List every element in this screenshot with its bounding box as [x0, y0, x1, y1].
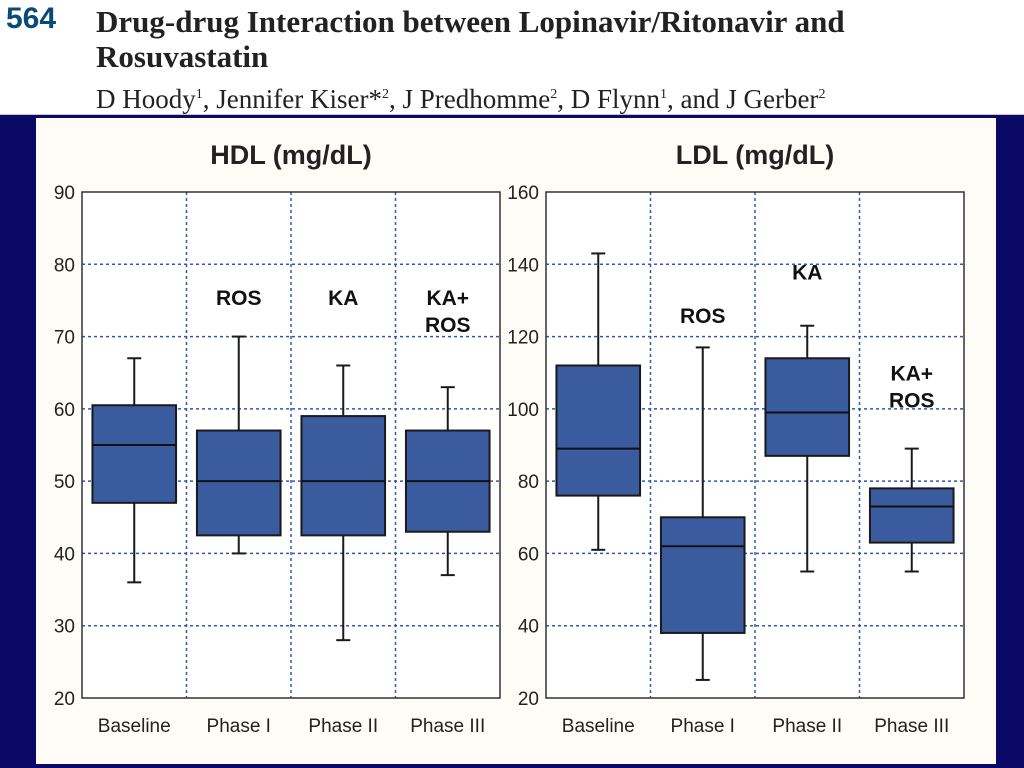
y-tick-label: 40 [54, 544, 75, 565]
x-tick-label: Phase I [207, 716, 271, 737]
y-tick-label: 30 [54, 617, 75, 638]
y-tick-label: 80 [54, 255, 75, 276]
author-affiliation: 1 [659, 87, 667, 102]
author-separator: , [557, 84, 571, 114]
author-affiliation: 2 [381, 87, 389, 102]
annotation-label: ROS [216, 287, 262, 310]
box-iqr [555, 364, 642, 497]
y-tick-label: 160 [507, 183, 539, 204]
box-iqr [868, 487, 955, 544]
annotation-label: ROS [680, 305, 726, 328]
box-iqr [659, 516, 746, 634]
box-iqr [300, 415, 387, 537]
boxplot-figure: HDL (mg/dL) 20 30 40 50 60 70 80 90 Baseline Phase… [54, 140, 965, 737]
x-tick-label: Baseline [562, 716, 635, 737]
author-affiliation: 1 [195, 87, 203, 102]
author-separator: , [388, 84, 403, 114]
author-name: J Predhomme [402, 84, 551, 114]
y-tick-label: 90 [54, 183, 75, 204]
y-tick-label: 100 [507, 400, 539, 421]
header: 564 Drug-drug Interaction between Lopina… [0, 0, 1024, 115]
y-tick-label: 140 [507, 255, 539, 276]
author-separator: , [202, 84, 217, 114]
author-list: D Hoody1, Jennifer Kiser*2, J Predhomme2… [96, 80, 1016, 114]
annotation-label: KA [328, 287, 358, 310]
y-tick-label: 50 [54, 472, 75, 493]
author-separator: , and [666, 84, 727, 114]
x-tick-label: Baseline [98, 716, 171, 737]
y-tick-label: 40 [518, 617, 539, 638]
x-tick-label: Phase III [410, 716, 485, 737]
x-tick-label: Phase III [874, 716, 949, 737]
author-name: Jennifer Kiser* [216, 84, 382, 114]
y-tick-label: 70 [54, 328, 75, 349]
box-iqr [764, 357, 851, 457]
x-tick-label: Phase II [772, 716, 842, 737]
y-tick-label: 20 [54, 689, 75, 710]
y-tick-label: 60 [54, 400, 75, 421]
y-tick-label: 60 [518, 544, 539, 565]
figure-panel: HDL (mg/dL) 20 30 40 50 60 70 80 90 Baseline Phase… [36, 118, 996, 764]
annotation-label: KA+ [426, 287, 469, 310]
chart-title: LDL (mg/dL) [676, 140, 834, 170]
author-affiliation: 2 [550, 87, 558, 102]
box-iqr [91, 404, 178, 504]
annotation-label: ROS [889, 390, 935, 413]
plot-frame [545, 191, 965, 699]
y-tick-label: 120 [507, 328, 539, 349]
page-title: Drug-drug Interaction between Lopinavir/… [96, 4, 845, 74]
author-name: J Gerber [726, 84, 819, 114]
author-name: D Hoody [96, 84, 196, 114]
chart-title: HDL (mg/dL) [210, 140, 371, 170]
annotation-label: ROS [425, 314, 471, 337]
x-tick-label: Phase II [308, 716, 378, 737]
annotation-label: KA+ [890, 363, 933, 386]
abstract-number: 564 [6, 2, 57, 35]
x-tick-label: Phase I [671, 716, 735, 737]
author-name: D Flynn [570, 84, 660, 114]
box-iqr [195, 429, 282, 537]
author-affiliation: 2 [818, 87, 826, 102]
annotation-label: KA [792, 262, 822, 285]
y-tick-label: 80 [518, 472, 539, 493]
y-tick-label: 20 [518, 689, 539, 710]
plot-frame [81, 191, 501, 699]
